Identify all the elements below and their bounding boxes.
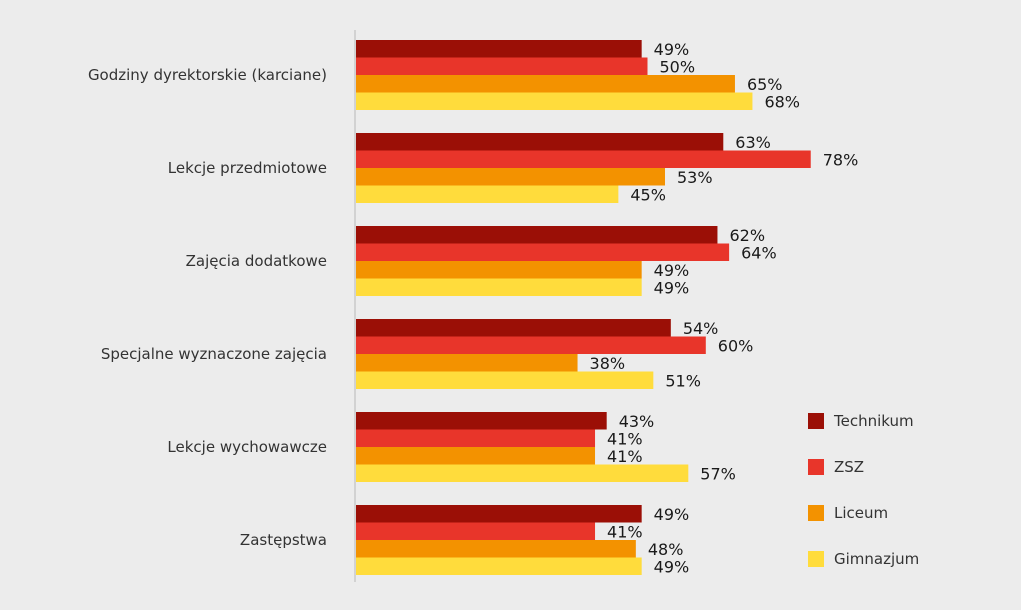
data-label: 49% [654,40,690,59]
bar-gimnazjum [356,464,689,482]
data-label: 65% [747,75,783,94]
bar-gimnazjum [356,92,753,110]
data-label: 41% [607,522,643,541]
category-label: Zajęcia dodatkowe [186,252,327,270]
legend-label: Liceum [834,504,888,522]
bar-technikum [356,226,718,244]
bar-liceum [356,447,596,465]
data-label: 63% [735,133,771,152]
bar-zsz [356,243,730,261]
bar-gimnazjum [356,557,642,575]
data-label: 64% [741,243,777,262]
value-labels: 49%50%65%68%63%78%53%45%62%64%49%49%54%6… [590,40,859,577]
data-label: 78% [823,150,859,169]
bar-liceum [356,540,636,558]
data-label: 48% [648,540,684,559]
data-label: 54% [683,319,719,338]
bar-liceum [356,75,735,93]
bar-technikum [356,133,724,151]
legend-swatch [808,413,824,429]
legend-label: ZSZ [834,458,864,476]
data-label: 43% [619,412,655,431]
bar-liceum [356,261,642,279]
bars [356,40,811,575]
bar-zsz [356,429,596,447]
data-label: 51% [665,371,701,390]
bar-liceum [356,168,665,186]
bar-liceum [356,354,578,372]
bar-zsz [356,336,706,354]
bar-technikum [356,412,607,430]
data-label: 68% [764,92,800,111]
bar-gimnazjum [356,185,619,203]
legend: Technikum ZSZ Liceum Gimnazjum [808,412,919,568]
legend-swatch [808,459,824,475]
data-label: 38% [590,354,626,373]
data-label: 49% [654,557,690,576]
data-label: 49% [654,278,690,297]
data-label: 45% [630,185,666,204]
legend-swatch [808,551,824,567]
category-label: Specjalne wyznaczone zajęcia [101,345,327,363]
bar-zsz [356,522,596,540]
category-label: Lekcje przedmiotowe [168,159,327,177]
data-label: 49% [654,261,690,280]
category-label: Zastępstwa [240,531,327,549]
category-label: Lekcje wychowawcze [167,438,327,456]
legend-label: Technikum [833,412,914,430]
category-label: Godziny dyrektorskie (karciane) [88,66,327,84]
bar-technikum [356,319,671,337]
data-label: 49% [654,505,690,524]
data-label: 53% [677,168,713,187]
bar-gimnazjum [356,278,642,296]
data-label: 41% [607,429,643,448]
bar-technikum [356,40,642,58]
bar-gimnazjum [356,371,654,389]
bar-zsz [356,150,811,168]
data-label: 62% [729,226,765,245]
data-label: 57% [700,464,736,483]
data-label: 60% [718,336,754,355]
bar-zsz [356,57,648,75]
data-label: 50% [660,57,696,76]
category-labels: Godziny dyrektorskie (karciane) Lekcje pr… [88,66,327,549]
data-label: 41% [607,447,643,466]
bar-technikum [356,505,642,523]
legend-swatch [808,505,824,521]
legend-label: Gimnazjum [834,550,919,568]
